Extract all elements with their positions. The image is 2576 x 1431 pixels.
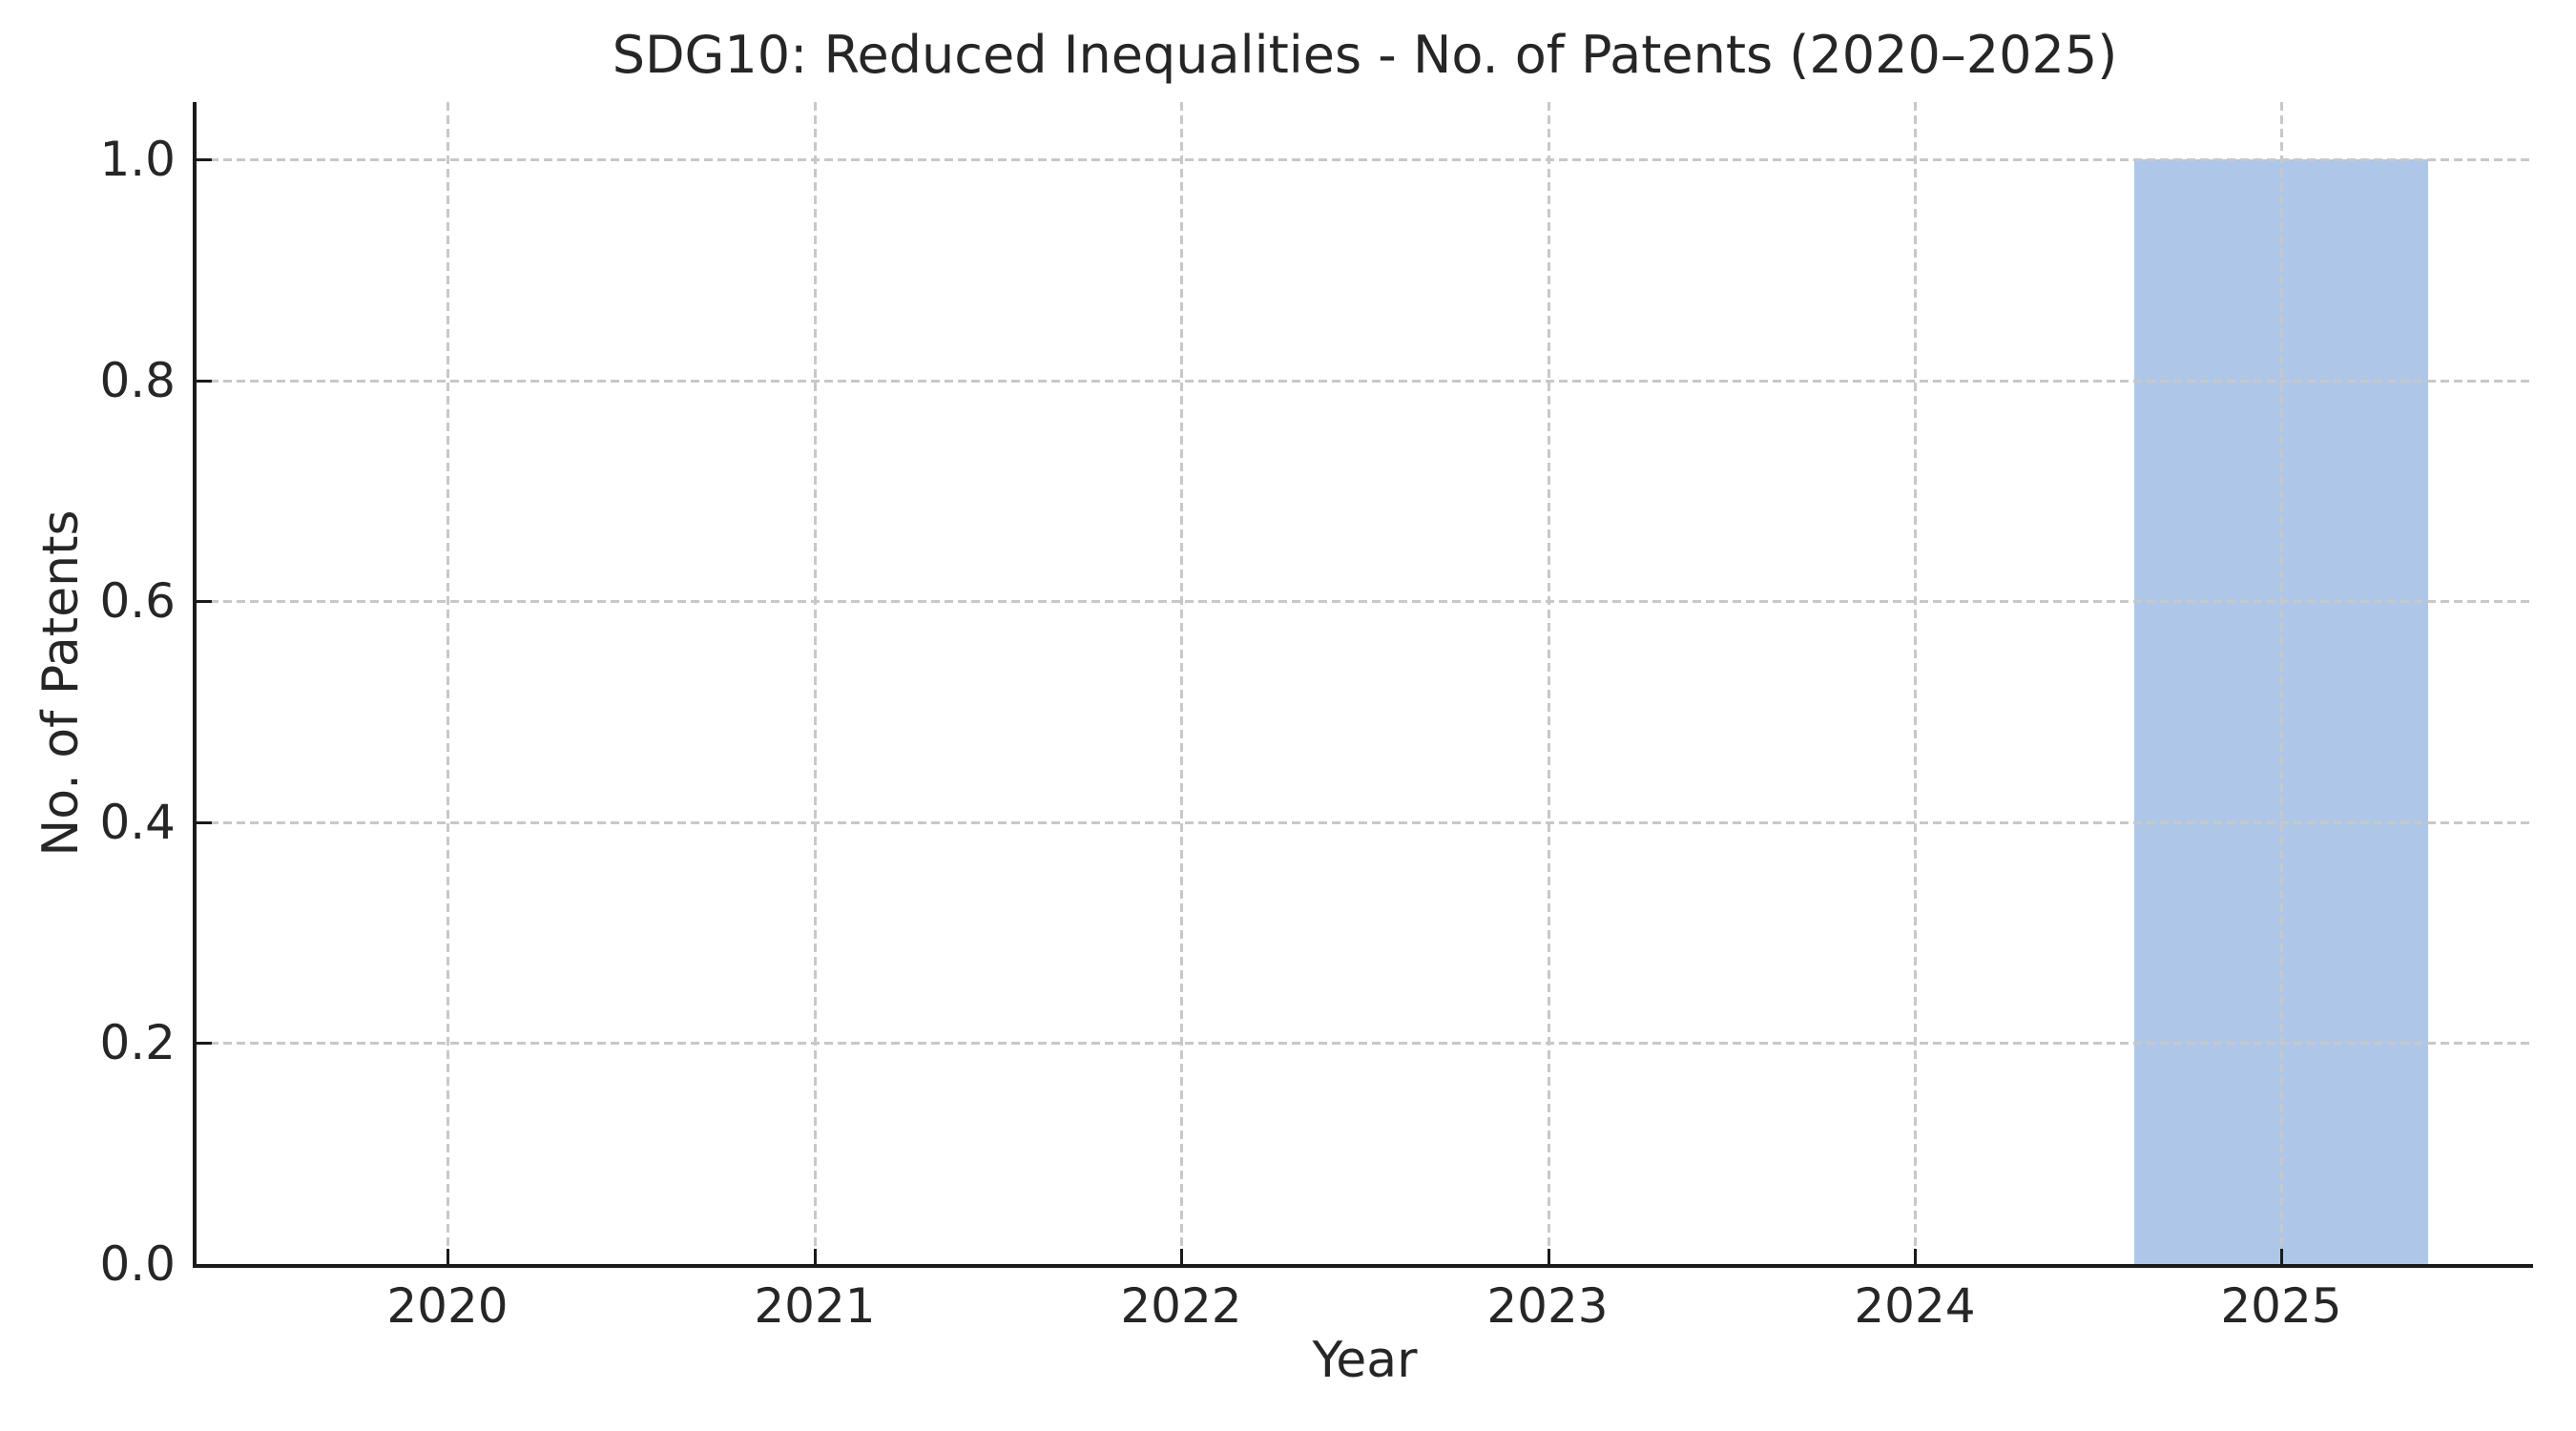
- ytick-mark-1.0: [197, 158, 212, 162]
- gridline-x-2024: [1913, 102, 1917, 1264]
- ytick-label-1.0: 1.0: [99, 132, 176, 187]
- gridline-y-0.6: [197, 600, 2533, 604]
- xtick-mark-2020: [447, 1249, 450, 1264]
- gridline-x-2020: [447, 102, 450, 1264]
- xtick-mark-2024: [1913, 1249, 1917, 1264]
- ytick-label-0.2: 0.2: [99, 1015, 176, 1070]
- xtick-label-2021: 2021: [754, 1278, 876, 1334]
- xtick-mark-2025: [2280, 1249, 2284, 1264]
- xtick-label-2022: 2022: [1120, 1278, 1242, 1334]
- ytick-mark-0.2: [197, 1042, 212, 1046]
- ytick-label-0.6: 0.6: [99, 573, 176, 629]
- gridline-x-2025: [2280, 102, 2284, 1264]
- xtick-mark-2022: [1180, 1249, 1183, 1264]
- ytick-label-0.4: 0.4: [99, 795, 176, 850]
- ytick-mark-0.6: [197, 600, 212, 604]
- xtick-label-2020: 2020: [386, 1278, 509, 1334]
- x-axis-label: Year: [1312, 1332, 1418, 1389]
- ytick-label-0.0: 0.0: [99, 1236, 176, 1292]
- ytick-mark-0.8: [197, 379, 212, 383]
- xtick-label-2023: 2023: [1486, 1278, 1609, 1334]
- xtick-mark-2021: [813, 1249, 817, 1264]
- gridline-y-0.2: [197, 1042, 2533, 1046]
- gridline-x-2022: [1180, 102, 1183, 1264]
- xtick-label-2024: 2024: [1854, 1278, 1976, 1334]
- xtick-label-2025: 2025: [2220, 1278, 2342, 1334]
- gridline-x-2023: [1547, 102, 1550, 1264]
- y-axis-label: No. of Patents: [32, 509, 90, 857]
- ytick-label-0.8: 0.8: [99, 353, 176, 408]
- chart-title: SDG10: Reduced Inequalities - No. of Pat…: [612, 25, 2118, 85]
- gridline-y-0.8: [197, 379, 2533, 383]
- gridline-y-0.4: [197, 820, 2533, 824]
- gridline-y-1.0: [197, 158, 2533, 162]
- ytick-mark-0.4: [197, 820, 212, 824]
- gridline-x-2021: [813, 102, 817, 1264]
- plot-area: [193, 102, 2533, 1268]
- xtick-mark-2023: [1547, 1249, 1550, 1264]
